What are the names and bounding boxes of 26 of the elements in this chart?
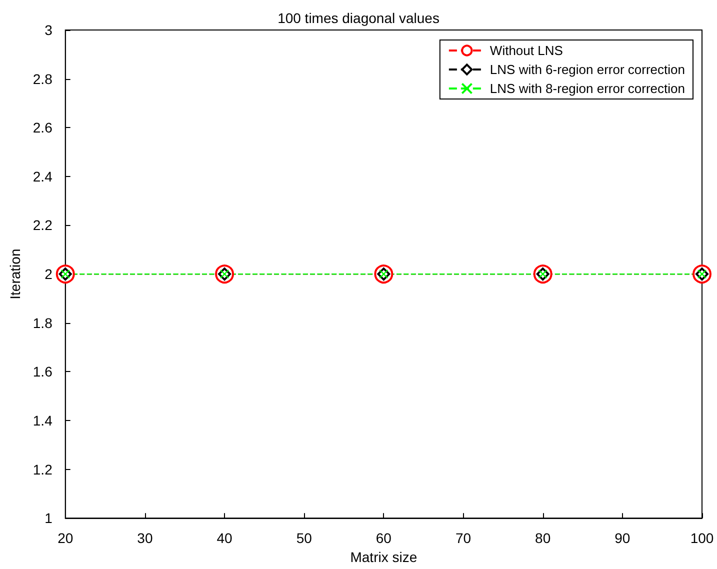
y-tick-label: 1.8 <box>32 314 53 331</box>
legend-label: LNS with 8-region error correction <box>490 81 685 96</box>
y-tick-label: 3 <box>44 22 53 38</box>
x-tick-label: 90 <box>614 530 630 546</box>
y-tick-label: 2.6 <box>32 120 53 136</box>
x-tick-label: 20 <box>58 530 74 546</box>
x-tick-label: 50 <box>296 530 312 546</box>
y-tick-label: 1 <box>44 510 53 526</box>
y-tick-label: 1.2 <box>32 461 53 478</box>
x-axis-title: Matrix size <box>350 549 418 565</box>
y-tick-label: 2 <box>44 266 53 282</box>
y-tick-label: 2.4 <box>32 168 53 184</box>
legend-label: LNS with 6-region error correction <box>490 62 685 77</box>
x-tick-label: 70 <box>455 530 472 546</box>
y-axis-title: Iteration <box>7 248 23 300</box>
y-tick-label: 1.6 <box>32 364 53 380</box>
y-tick-label: 1.4 <box>32 412 53 428</box>
x-tick-label: 40 <box>216 530 233 546</box>
legend-label: Without LNS <box>490 43 564 58</box>
x-tick-label: 80 <box>535 530 551 546</box>
y-tick-label: 2.8 <box>32 70 53 87</box>
x-tick-label: 100 <box>690 530 714 546</box>
chart-title: 100 times diagonal values <box>278 10 440 26</box>
y-tick-label: 2.2 <box>32 217 53 234</box>
x-tick-label: 30 <box>137 530 153 546</box>
x-tick-label: 60 <box>376 530 392 546</box>
